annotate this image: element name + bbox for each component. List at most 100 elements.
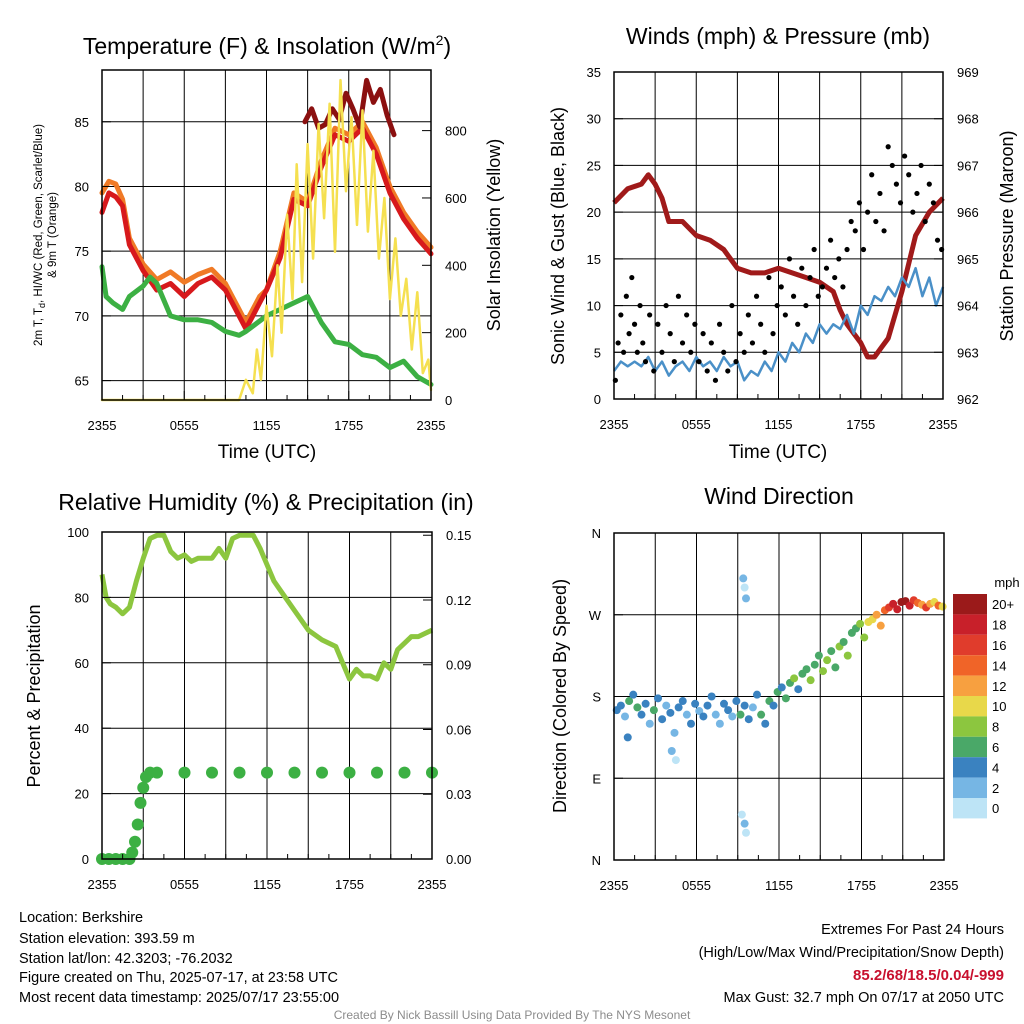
x-tick-label: 1755 [334,418,363,433]
precip-point [398,766,411,779]
x-tick-label: 2355 [600,878,629,893]
direction-point [687,719,695,728]
direction-point [806,676,815,685]
gust-point [623,293,629,299]
gust-point [745,312,751,318]
gust-point [815,293,821,299]
precip-point [151,766,163,779]
gust-point [692,321,698,327]
direction-point [742,594,750,603]
y2-tick-label: 0.12 [446,593,471,608]
x-tick-label: 1755 [335,877,364,892]
gust-point [852,228,858,234]
direction-point [678,697,687,706]
gust-point [766,274,772,281]
winds-title: Winds (mph) & Pressure (mb) [626,23,930,49]
precip-point [178,766,191,779]
gust-point [615,340,621,346]
y-tick-label: 5 [594,345,601,360]
gust-point [688,349,694,355]
colorbar-label: 12 [992,679,1006,694]
gust-point [877,190,883,197]
footer-elevation: Station elevation: 393.59 m [19,931,195,947]
direction-point [740,819,749,828]
x-tick-label: 2355 [88,877,117,892]
gust-point [626,331,632,337]
y-tick-label: 75 [75,244,89,259]
y2-tick-label: 964 [957,299,979,314]
x-tick-label: 1755 [847,878,876,893]
gust-point [811,246,817,253]
gust-point [663,302,669,309]
direction-point [744,715,753,724]
y-tick-label: 10 [587,299,601,314]
y-tick-label: E [592,771,601,786]
temp-line [99,125,434,332]
colorbar-label: 6 [992,740,999,755]
footer-timestamp: Most recent data timestamp: 2025/07/17 2… [19,990,339,1006]
extremes-heading: Extremes For Past 24 Hours [821,922,1004,938]
winds-ylabel-right: Station Pressure (Maroon) [997,130,1017,341]
x-tick-label: 0555 [682,878,711,893]
y-tick-label: 80 [75,179,89,194]
gust-point [918,162,924,169]
y2-tick-label: 963 [957,345,979,360]
gust-point [618,312,624,318]
y2-tick-label: 962 [957,392,979,407]
rh-line [99,532,434,682]
x-tick-label: 1155 [765,878,793,893]
direction-point [715,719,724,728]
y-tick-label: 65 [75,374,89,389]
direction-point [893,605,902,614]
temperature-panel: Temperature (F) & Insolation (W/m2) 2355… [33,32,504,463]
direction-point [753,690,761,699]
temperature-ylabel-line2: & 9m T (Orange) [47,192,59,278]
gust-point [758,321,764,327]
temperature-series [99,77,434,402]
x-tick-label: 1155 [765,417,793,432]
gust-point [721,349,727,355]
precip-point [316,766,328,779]
gust-point [893,181,899,187]
gust-point [906,172,912,178]
gust-point [885,144,891,150]
colorbar-swatch [953,798,987,819]
gust-point [914,190,920,197]
direction-point [740,583,749,592]
gust-point [795,321,801,327]
direction-point [699,712,708,721]
direction-point [662,701,671,710]
direction-point [905,601,914,610]
footer-right: Extremes For Past 24 Hours (High/Low/Max… [699,922,1004,1006]
direction-point [889,599,898,608]
direction-point [616,701,625,710]
gust-point [840,284,846,290]
x-tick-label: 0555 [170,418,199,433]
gust-point [704,368,710,374]
gust-point [753,293,760,299]
gust-point [848,218,854,225]
direction-point [794,685,803,694]
colorbar-swatch [953,757,987,778]
colorbar-label: 8 [992,720,999,735]
colorbar-unit: mph [994,575,1019,590]
direction-point [666,708,675,717]
direction-point [843,651,852,660]
direction-point [742,828,750,837]
direction-ticks: 2355 0555 1155 1755 2355 N E S W N [589,526,959,893]
gust-point [786,256,793,262]
gust-point [910,209,916,215]
x-tick-label: 0555 [682,417,711,432]
direction-point [674,703,683,712]
gust-point [774,302,780,309]
gust-point [790,293,797,299]
gust-point [827,237,834,243]
y-tick-label: 70 [75,309,89,324]
direction-point [736,710,745,719]
gust-point [778,284,784,290]
direction-point [682,710,691,719]
winds-series [612,144,945,383]
colorbar-label: 4 [992,760,999,775]
colorbar-label: 14 [992,658,1006,673]
